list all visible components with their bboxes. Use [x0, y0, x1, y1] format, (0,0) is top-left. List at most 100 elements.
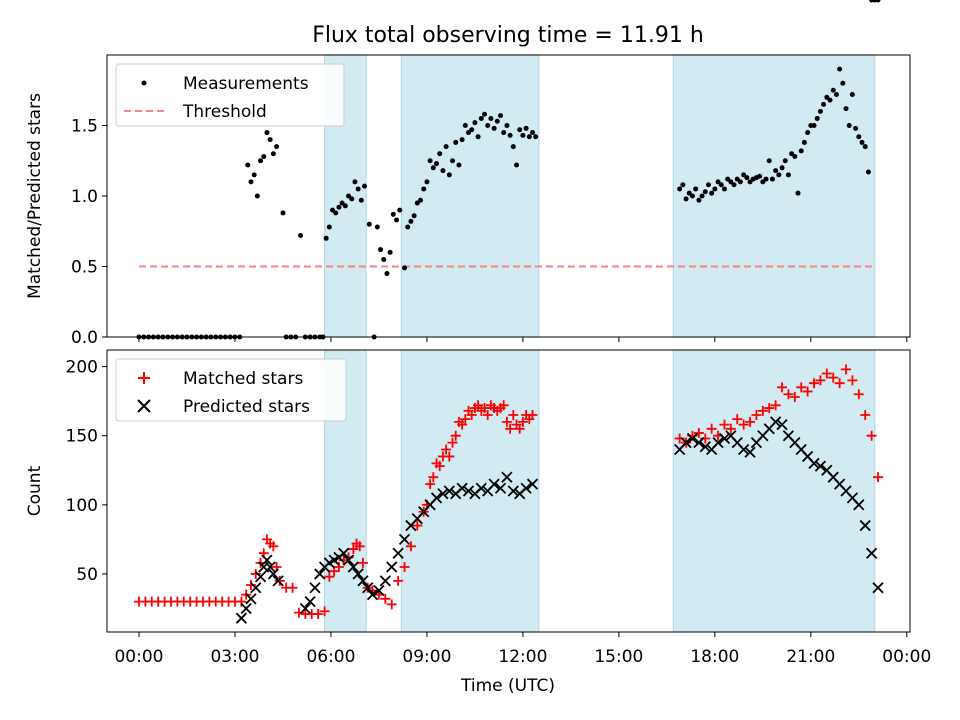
measurement-point [264, 130, 270, 136]
measurement-point [446, 172, 452, 178]
predicted-star-point [680, 436, 692, 449]
measurement-point [846, 123, 852, 128]
matched-star-point [498, 400, 509, 411]
legend-marker-measurements [141, 80, 147, 86]
measurement-point [731, 182, 737, 188]
measurement-point [366, 221, 372, 227]
measurement-point [378, 247, 384, 253]
matched-star-point [796, 382, 807, 393]
predicted-star-point [342, 554, 355, 566]
matched-star-point [393, 575, 404, 586]
predicted-star-point [352, 568, 364, 580]
matched-star-point [738, 419, 749, 430]
measurement-point [526, 134, 532, 140]
measurement-point [865, 169, 871, 175]
measurement-point [394, 217, 400, 223]
matched-star-point [815, 375, 826, 386]
matched-star-point [777, 382, 788, 393]
measurement-point [523, 125, 529, 131]
matched-star-point [357, 557, 368, 568]
measurement-point [741, 172, 747, 178]
measurement-point [381, 256, 387, 262]
matched-star-point [873, 472, 884, 483]
predicted-star-point [398, 533, 411, 546]
measurement-point [421, 186, 427, 192]
matched-star-point [466, 409, 477, 420]
y-tick-label: 150 [66, 427, 98, 447]
matched-star-point [783, 389, 794, 400]
measurement-point [801, 139, 807, 145]
measurement-point [352, 179, 358, 185]
predicted-star-point [362, 582, 374, 594]
measurement-point [491, 125, 497, 131]
x-tick-label: 21:00 [786, 647, 835, 667]
measurement-point [680, 182, 686, 188]
measurement-point [358, 197, 364, 203]
matched-star-point [324, 571, 335, 582]
measurement-point [349, 196, 355, 202]
measurement-point [747, 179, 753, 185]
predicted-star-point [718, 432, 731, 445]
bottom-data-points [133, 364, 884, 624]
matched-star-point [508, 409, 519, 420]
measurement-point [251, 172, 257, 178]
matched-star-point [428, 472, 439, 483]
predicted-star-point [264, 561, 276, 573]
top-data-points [136, 0, 881, 340]
measurement-point [789, 151, 795, 157]
measurement-point [462, 123, 468, 128]
measurement-point [677, 186, 683, 192]
measurement-point [533, 134, 539, 140]
shaded-interval-2 [672, 54, 876, 338]
measurement-point [390, 211, 396, 217]
x-tick-label: 00:00 [114, 647, 163, 667]
x-axis-label: Time (UTC) [460, 676, 555, 696]
measurement-point [434, 161, 440, 167]
y-tick-label: 200 [66, 358, 98, 378]
measurement-point [699, 193, 705, 199]
matched-star-point [821, 368, 832, 379]
measurement-point [411, 213, 417, 219]
legend-marker-matched-stars [138, 372, 150, 384]
measurement-point [837, 66, 843, 72]
predicted-star-point [304, 595, 316, 608]
measurement-point [693, 186, 699, 192]
predicted-star-point [357, 575, 369, 587]
top-legend-box [115, 63, 345, 127]
predicted-star-point [693, 436, 705, 449]
matched-star-point [719, 419, 730, 430]
matched-star-point [732, 414, 743, 425]
predicted-star-point [254, 571, 267, 583]
top-y-ticks: 0.0 0.5 1.0 1.5 [71, 117, 107, 348]
measurement-point [763, 176, 769, 182]
predicted-star-point [462, 485, 475, 497]
matched-star-point [460, 414, 471, 425]
matched-star-point [505, 423, 516, 434]
measurement-point [805, 130, 811, 136]
matched-star-point [482, 409, 493, 420]
matched-star-point [706, 423, 717, 434]
matched-star-point [514, 423, 525, 434]
measurement-point [459, 137, 465, 143]
predicted-star-point [373, 584, 385, 597]
bottom-panel: 50 100 150 200 00:00 03:00 06:00 09:00 12:00 15:… [25, 349, 931, 667]
matched-star-point [770, 400, 781, 411]
predicted-star-point [872, 582, 884, 594]
matched-star-point [313, 609, 324, 620]
matched-star-point [425, 479, 436, 490]
measurement-point [830, 87, 836, 93]
measurement-point [456, 162, 462, 168]
bottom-x-ticks: 00:00 03:00 06:00 09:00 12:00 15:00 18:00 21:00… [114, 632, 931, 667]
matched-star-point [274, 575, 285, 586]
measurement-point [821, 101, 827, 107]
measurement-point [440, 168, 446, 174]
measurement-point [773, 168, 779, 174]
matched-star-point [450, 430, 461, 441]
matched-star-point [479, 403, 490, 414]
y-tick-label: 0.0 [71, 328, 98, 348]
predicted-star-point [437, 488, 449, 500]
predicted-star-point [456, 482, 468, 494]
predicted-star-point [520, 482, 532, 494]
predicted-star-point [261, 554, 273, 566]
